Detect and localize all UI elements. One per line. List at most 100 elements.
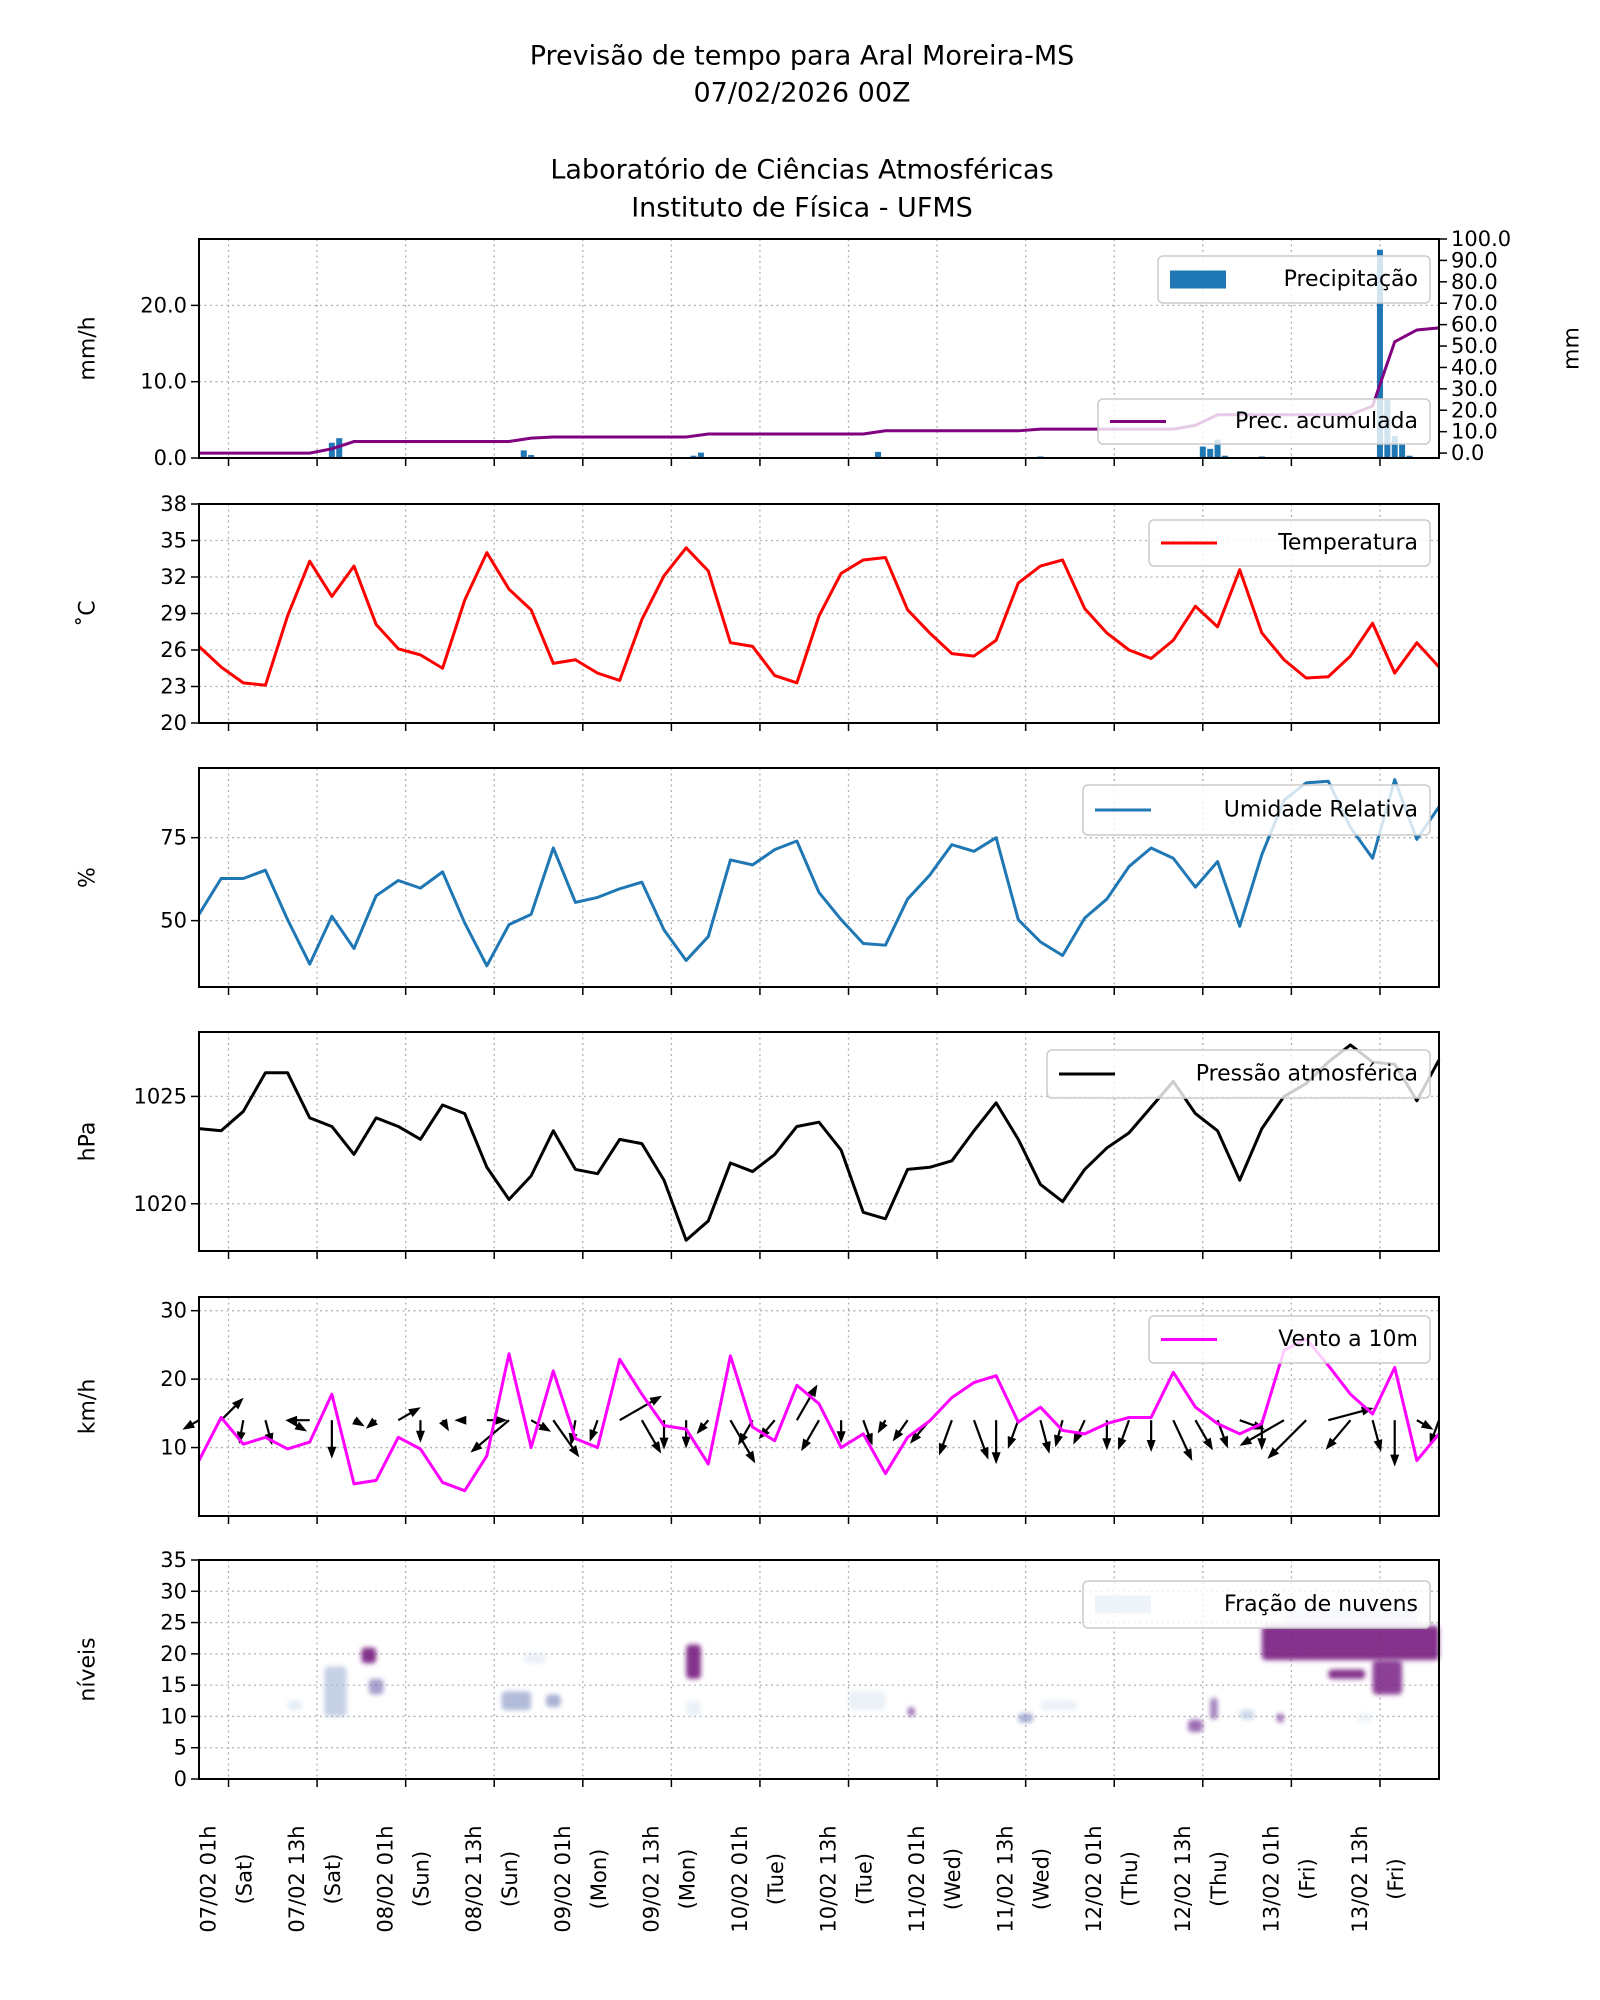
y-tick-label: 15: [160, 1673, 187, 1697]
wind-arrow: [1039, 1419, 1051, 1454]
axes-frame: [198, 238, 1440, 459]
cloud-fraction-patch: [1328, 1669, 1366, 1679]
precip-bar: [875, 451, 882, 458]
x-tick-day-label: (Wed): [1030, 1848, 1054, 1910]
wind-arrow: [1054, 1419, 1064, 1448]
cloud-fraction-patch: [1018, 1713, 1034, 1723]
panel-2: 50 75% Umidade Relativa: [76, 767, 1441, 995]
y-axis-label: km/h: [76, 1379, 101, 1435]
wind-arrow: [938, 1419, 953, 1456]
wind-arrow: [696, 1419, 710, 1435]
precip-bar: [520, 450, 527, 458]
legend-prec-acumulada: Prec. acumulada: [1097, 398, 1431, 445]
y-tick-label: 38: [160, 492, 187, 516]
x-tick-label: 11/02 13h: [994, 1825, 1018, 1932]
legend-label: Precipitação: [1284, 267, 1418, 292]
wind-arrow: [1073, 1419, 1086, 1445]
y-tick-label: 20: [160, 711, 187, 735]
legend-box: [1097, 398, 1431, 445]
cloud-fraction-patch: [1276, 1713, 1284, 1723]
precip-bar: [1391, 435, 1398, 458]
right-y-tick-label: 20.0: [1451, 398, 1498, 422]
legend-pressao: Pressão atmosférica: [1046, 1049, 1431, 1099]
precip-bar: [1207, 448, 1214, 458]
y-tick-label: 35: [160, 529, 187, 553]
x-tick-label: 09/02 01h: [551, 1825, 575, 1932]
y-axis-label: hPa: [76, 1122, 101, 1162]
wind-arrow: [415, 1420, 425, 1443]
precip-bar: [1376, 249, 1383, 458]
precip-bar: [1199, 446, 1206, 458]
x-tick-day-label: (Tue): [764, 1853, 788, 1905]
cloud-fraction-patch: [545, 1694, 561, 1708]
plot-panels: 0.010.020.0mm/h0.010.020.030.040.050.060…: [76, 227, 1585, 1933]
cloud-fraction-patch: [501, 1691, 532, 1711]
x-tick-label: 11/02 01h: [905, 1825, 929, 1932]
x-tick-day-label: (Sat): [233, 1854, 257, 1905]
axes-frame: [198, 767, 1440, 988]
y-axis-label: ˚C: [76, 600, 101, 626]
precip-bar: [697, 452, 704, 458]
right-y-tick-label: 100.0: [1451, 227, 1511, 251]
wind-arrow: [1172, 1419, 1193, 1461]
legend-label: Temperatura: [1277, 531, 1418, 556]
x-tick-label: 08/02 13h: [462, 1825, 486, 1932]
y-tick-label: 0.0: [154, 446, 187, 470]
wind-arrow: [877, 1419, 888, 1434]
wind-arrow: [1390, 1420, 1400, 1467]
wind-arrow: [285, 1415, 310, 1425]
x-tick-label: 09/02 13h: [639, 1825, 663, 1932]
y-axis-label: níveis: [76, 1637, 101, 1701]
x-tick-label: 12/02 13h: [1171, 1825, 1195, 1932]
axes-frame: [198, 1559, 1440, 1780]
cloud-fraction-patch: [368, 1678, 384, 1695]
x-tick-label: 07/02 01h: [197, 1825, 221, 1932]
y-tick-label: 25: [160, 1611, 187, 1635]
y-tick-label: 30: [160, 1579, 187, 1603]
legend-label: Fração de nuvens: [1224, 1592, 1418, 1617]
wind-arrow: [1416, 1419, 1434, 1430]
precip-bar: [1399, 443, 1406, 458]
right-y-tick-label: 10.0: [1451, 420, 1498, 444]
panel-0: 0.010.020.0mm/h0.010.020.030.040.050.060…: [76, 227, 1585, 470]
legend-precipitacao: Precipitação: [1157, 255, 1431, 304]
right-y-tick-label: 60.0: [1451, 313, 1498, 337]
legend-box: [1082, 784, 1431, 836]
x-tick-label: 08/02 01h: [374, 1825, 398, 1932]
right-y-axis-label: mm: [1560, 327, 1585, 370]
legend-box: [1157, 255, 1431, 304]
y-tick-label: 20: [160, 1367, 187, 1391]
figure-title: Previsão de tempo para Aral Moreira-MS: [530, 41, 1075, 72]
wind-arrow: [972, 1419, 989, 1460]
panel-3: 1020 1025 hPa Pressão atmosférica: [76, 1031, 1441, 1259]
y-tick-label: 5: [174, 1736, 187, 1760]
wind-arrow: [991, 1420, 1001, 1465]
y-tick-label: 23: [160, 675, 187, 699]
wind-arrow: [801, 1419, 820, 1452]
wind-arrow: [589, 1419, 599, 1442]
plot-area: [287, 1606, 1439, 1733]
cloud-fraction-patch: [1210, 1697, 1218, 1720]
x-tick-day-label: (Fri): [1295, 1858, 1319, 1899]
wind-arrow: [1146, 1420, 1156, 1452]
wind-arrow: [1371, 1419, 1383, 1452]
x-tick-day-label: (Thu): [1207, 1851, 1231, 1907]
cloud-fraction-patch: [361, 1647, 377, 1664]
legend-label: Pressão atmosférica: [1196, 1062, 1418, 1087]
legend-vento: Vento a 10m: [1148, 1315, 1431, 1364]
y-tick-label: 50: [160, 909, 187, 933]
panel-1: 20 23 26 29 32 35 38 ˚C Temperatura: [76, 492, 1441, 735]
right-y-tick-label: 50.0: [1451, 334, 1498, 358]
y-axis-label: mm/h: [76, 316, 101, 380]
right-y-tick-label: 40.0: [1451, 355, 1498, 379]
x-tick-day-label: (Mon): [587, 1849, 611, 1910]
x-tick-day-label: (Mon): [675, 1849, 699, 1910]
figure-subtitle-lab: Laboratório de Ciências Atmosféricas: [550, 155, 1053, 186]
y-tick-label: 0: [174, 1767, 187, 1791]
legend-label: Vento a 10m: [1278, 1327, 1418, 1352]
cloud-fraction-patch: [324, 1666, 347, 1717]
temperature-line: [197, 546, 1441, 687]
precip-bar: [690, 455, 697, 458]
axes-frame: [198, 503, 1440, 724]
